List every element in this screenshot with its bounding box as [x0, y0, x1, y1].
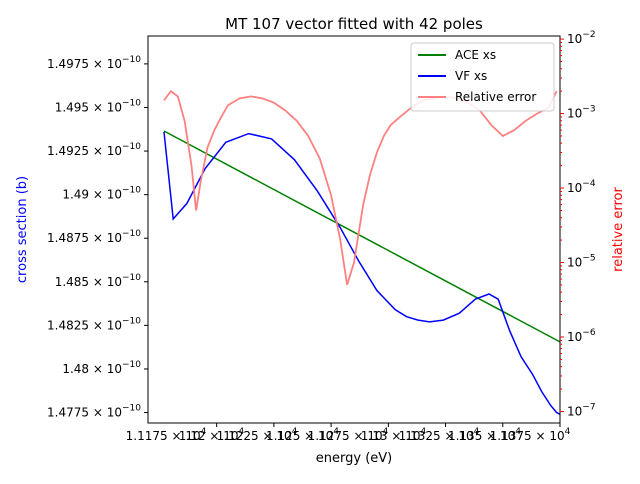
y-tick-label: 1.48 × 10−10 [62, 360, 141, 376]
y-tick-label: 1.495 × 10−10 [55, 98, 142, 114]
y-tick-label: 1.485 × 10−10 [55, 273, 142, 289]
legend-entry: VF xs [455, 69, 487, 83]
x-tick-label: 1.1175 × 104 [126, 427, 207, 443]
y-right-tick-label: 10−7 [567, 402, 596, 418]
x-tick-label: 1.135 × 104 [448, 427, 521, 443]
x-tick-label: 1.125 × 104 [266, 427, 339, 443]
x-tick-label: 1.1375 × 104 [490, 427, 571, 443]
y-tick-label: 1.4825 × 10−10 [47, 316, 141, 332]
y-right-tick-label: 10−3 [567, 105, 596, 121]
x-axis-label: energy (eV) [316, 451, 392, 466]
y-tick-label: 1.4875 × 10−10 [47, 229, 141, 245]
series-line-2 [163, 89, 558, 286]
x-tick-label: 1.13 × 104 [361, 427, 427, 443]
legend-entry: Relative error [455, 90, 536, 104]
y-tick-label: 1.4925 × 10−10 [47, 142, 141, 158]
legend-box [410, 42, 555, 112]
legend-entry: ACE xs [455, 48, 496, 62]
y-tick-label: 1.4775 × 10−10 [47, 404, 141, 420]
series-line-0 [163, 130, 561, 343]
chart-title: MT 107 vector fitted with 42 poles [225, 15, 483, 33]
y-right-tick-label: 10−6 [567, 328, 596, 344]
x-tick-label: 1.1275 × 104 [308, 427, 389, 443]
y-tick-label: 1.49 × 10−10 [62, 186, 141, 202]
x-tick-label: 1.1325 × 104 [399, 427, 480, 443]
x-tick-label: 1.12 × 104 [179, 427, 245, 443]
y-axis-label: cross section (b) [15, 176, 30, 283]
y-right-tick-label: 10−4 [567, 179, 596, 195]
y-right-tick-label: 10−5 [567, 254, 596, 270]
series-line-1 [163, 131, 561, 415]
y-tick-label: 1.4975 × 10−10 [47, 55, 141, 71]
y-right-axis-label: relative error [611, 187, 626, 272]
y-right-tick-label: 10−2 [567, 30, 596, 46]
x-tick-label: 1.1225 × 104 [217, 427, 298, 443]
